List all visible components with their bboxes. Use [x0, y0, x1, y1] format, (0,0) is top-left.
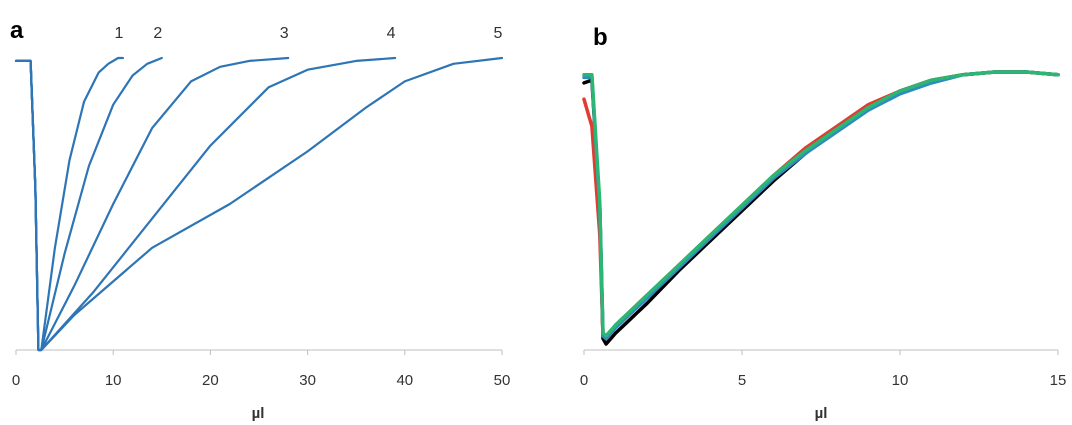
panel-b-tick-label-0: 0: [580, 372, 588, 389]
panel-b-tick-label-3: 15: [1050, 372, 1067, 389]
panel-a: a 0 10 20 30 40 50 1 2 3 4 5 µl: [10, 17, 510, 422]
panel-a-tick-label-4: 40: [396, 372, 413, 389]
panel-b-ticks: 0 5 10 15: [580, 350, 1067, 389]
panel-a-ticks: 0 10 20 30 40 50: [12, 350, 511, 389]
panel-a-tick-label-3: 30: [299, 372, 316, 389]
panel-a-series-line-2: [14, 56, 290, 352]
panel-b-series-line-3: [582, 70, 1060, 338]
panel-a-curves: [14, 56, 504, 352]
panel-b-tick-label-1: 5: [738, 372, 746, 389]
panel-a-curve-label-3: 4: [387, 25, 396, 42]
panel-a-curve-labels: 1 2 3 4 5: [114, 25, 502, 42]
panel-b: b 0 5 10 15 µl: [580, 24, 1067, 422]
panel-a-curve-label-4: 5: [494, 25, 503, 42]
panel-a-series-line-3: [14, 56, 397, 352]
panel-a-tick-label-0: 0: [12, 372, 20, 389]
panel-b-tick-label-2: 10: [892, 372, 909, 389]
panel-a-series-line-4: [14, 56, 504, 352]
panel-a-tick-label-2: 20: [202, 372, 219, 389]
panel-b-series-line-1: [582, 70, 1060, 341]
panel-a-tick-label-1: 10: [105, 372, 122, 389]
panel-a-curve-label-2: 3: [280, 25, 289, 42]
panel-a-curve-label-1: 2: [153, 25, 162, 42]
panel-b-label: b: [593, 24, 608, 51]
panel-a-tick-label-5: 50: [494, 372, 511, 389]
panel-b-series-line-0: [582, 70, 1060, 346]
panel-b-curves: [582, 70, 1060, 346]
panel-b-x-axis-title: µl: [815, 405, 828, 422]
panel-a-x-axis-title: µl: [252, 405, 265, 422]
panel-a-curve-label-0: 1: [114, 25, 123, 42]
panel-b-series-line-2: [582, 70, 1060, 341]
panel-a-label: a: [10, 17, 24, 44]
